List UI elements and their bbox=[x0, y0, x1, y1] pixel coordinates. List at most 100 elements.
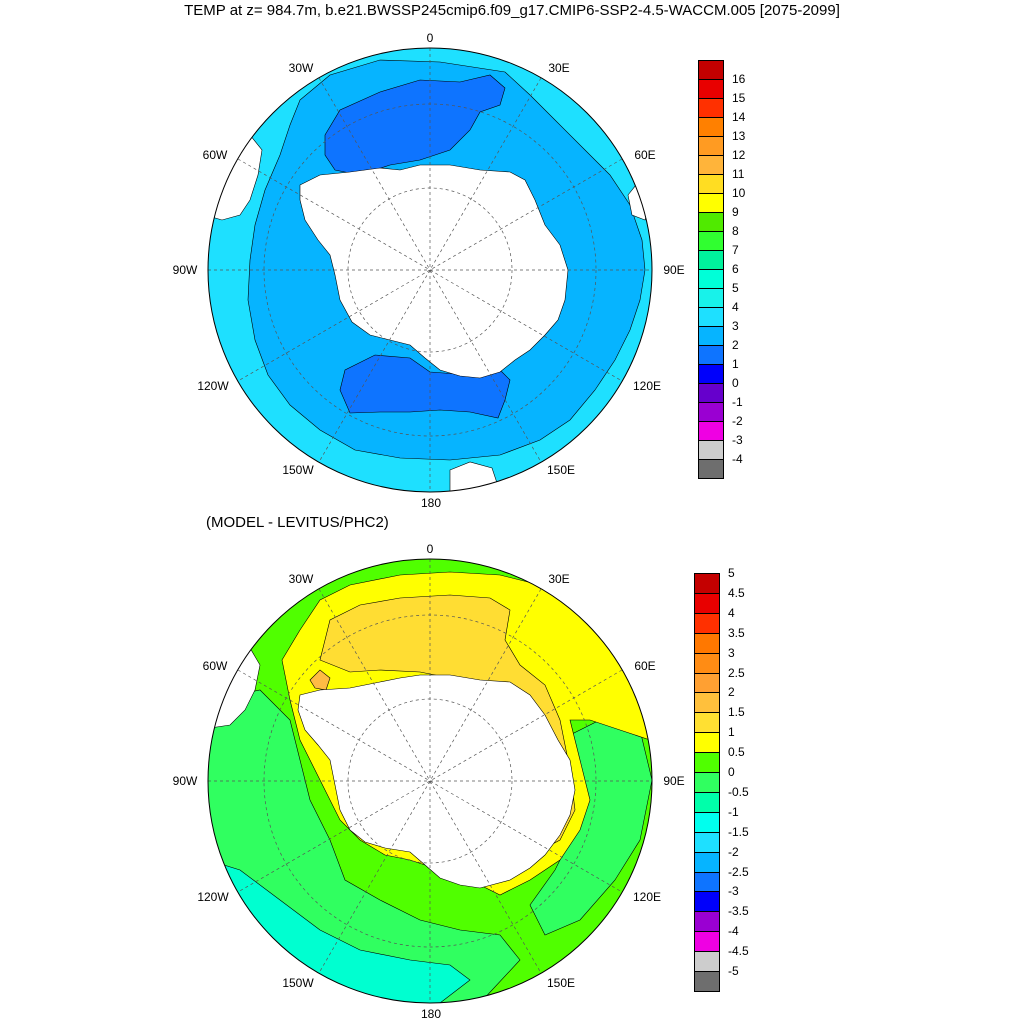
colorbar-difference-swatch bbox=[694, 871, 720, 893]
lon-label-120e-p2: 120E bbox=[632, 890, 662, 904]
colorbar-temperature-label: -2 bbox=[732, 414, 743, 428]
colorbar-difference-label: -3.5 bbox=[728, 904, 749, 919]
colorbar-temperature-swatch bbox=[698, 421, 724, 441]
colorbar-temperature-swatch bbox=[698, 250, 724, 270]
colorbar-temperature-label: 5 bbox=[732, 281, 739, 295]
colorbar-difference-swatch bbox=[694, 592, 720, 614]
lon-label-90e: 90E bbox=[663, 263, 685, 277]
colorbar-difference-label: 2 bbox=[728, 685, 735, 700]
difference-subtitle: (MODEL - LEVITUS/PHC2) bbox=[206, 514, 389, 531]
colorbar-difference-label: -5 bbox=[728, 964, 739, 979]
colorbar-difference-label: 3 bbox=[728, 645, 735, 660]
colorbar-difference-swatch bbox=[694, 732, 720, 754]
colorbar-difference-swatch bbox=[694, 911, 720, 933]
colorbar-difference-label: 5 bbox=[728, 566, 735, 580]
lon-label-120w: 120W bbox=[197, 379, 229, 393]
colorbar-difference-label: -4 bbox=[728, 924, 739, 939]
lon-label-30w: 30W bbox=[288, 61, 314, 75]
ocean-field-1-2-pacific bbox=[339, 354, 511, 419]
lon-label-150e-p2: 150E bbox=[546, 976, 576, 990]
lon-label-120e: 120E bbox=[632, 379, 662, 393]
colorbar-difference-swatch bbox=[694, 692, 720, 714]
colorbar-difference-label: -2 bbox=[728, 844, 739, 859]
colorbar-temperature-swatch bbox=[698, 212, 724, 232]
map-border-panel1 bbox=[207, 47, 653, 493]
colorbar-temperature-label: -3 bbox=[732, 433, 743, 447]
colorbar-temperature-swatch bbox=[698, 307, 724, 327]
colorbar-temperature-swatch bbox=[698, 136, 724, 156]
lon-label-180: 180 bbox=[420, 496, 442, 510]
colorbar-temperature-label: -4 bbox=[732, 452, 743, 466]
colorbar-temperature-label: -1 bbox=[732, 395, 743, 409]
colorbar-difference-label: 3.5 bbox=[728, 625, 745, 640]
colorbar-temperature-label: 11 bbox=[732, 167, 745, 181]
colorbar-difference-label: -4.5 bbox=[728, 944, 749, 959]
colorbar-temperature-swatch bbox=[698, 440, 724, 460]
colorbar-temperature-label: 13 bbox=[732, 129, 746, 143]
colorbar-difference-label: -1 bbox=[728, 804, 739, 819]
colorbar-temperature-swatch bbox=[698, 345, 724, 365]
colorbar-difference-label: -2.5 bbox=[728, 864, 749, 879]
colorbar-difference-swatch bbox=[694, 791, 720, 813]
colorbar-temperature-label: 7 bbox=[732, 243, 739, 257]
colorbar-difference-label: -3 bbox=[728, 884, 739, 899]
lon-label-0: 0 bbox=[426, 31, 434, 45]
lon-label-90w: 90W bbox=[172, 263, 198, 277]
colorbar-temperature-swatch bbox=[698, 402, 724, 422]
colorbar-temperature-swatch bbox=[698, 364, 724, 384]
colorbar-difference-label: -0.5 bbox=[728, 784, 749, 799]
lon-label-90w-p2: 90W bbox=[172, 774, 198, 788]
diff-field-2-2.5 bbox=[309, 669, 331, 691]
colorbar-temperature-label: 10 bbox=[732, 186, 746, 200]
lon-label-150w: 150W bbox=[282, 463, 314, 477]
colorbar-temperature-label: 12 bbox=[732, 148, 746, 162]
colorbar-temperature-label: 8 bbox=[732, 224, 739, 238]
lon-label-30e-p2: 30E bbox=[548, 572, 570, 586]
colorbar-temperature-swatch bbox=[698, 98, 724, 118]
colorbar-temperature-label: 6 bbox=[732, 262, 739, 276]
lon-label-120w-p2: 120W bbox=[197, 890, 229, 904]
lon-label-60w: 60W bbox=[202, 148, 228, 162]
graticule-panel2 bbox=[208, 559, 652, 1003]
colorbar-difference-swatch bbox=[694, 811, 720, 833]
colorbar-difference-swatch bbox=[694, 573, 720, 594]
colorbar-temperature-label: 2 bbox=[732, 338, 739, 352]
colorbar-temperature-label: 15 bbox=[732, 91, 746, 105]
colorbar-difference-label: 0 bbox=[728, 765, 735, 780]
lon-label-150e: 150E bbox=[546, 463, 576, 477]
map-border-panel2 bbox=[207, 558, 653, 1004]
colorbar-difference-label: 4.5 bbox=[728, 585, 745, 600]
plot-title: TEMP at z= 984.7m, b.e21.BWSSP245cmip6.f… bbox=[184, 2, 840, 19]
lon-label-90e-p2: 90E bbox=[663, 774, 685, 788]
colorbar-difference-swatch bbox=[694, 931, 720, 953]
colorbar-difference-label: 1.5 bbox=[728, 705, 745, 720]
colorbar-temperature-label: 3 bbox=[732, 319, 739, 333]
colorbar-difference-swatch bbox=[694, 752, 720, 774]
colorbar-temperature-label: 0 bbox=[732, 376, 739, 390]
lon-label-30w-p2: 30W bbox=[288, 572, 314, 586]
colorbar-difference-swatch bbox=[694, 951, 720, 973]
colorbar-temperature-swatch bbox=[698, 288, 724, 308]
lon-label-30e: 30E bbox=[548, 61, 570, 75]
colorbar-temperature-swatch bbox=[698, 383, 724, 403]
lon-label-150w-p2: 150W bbox=[282, 976, 314, 990]
colorbar-temperature-swatch bbox=[698, 117, 724, 137]
colorbar-difference-swatch bbox=[694, 632, 720, 654]
lon-label-180-p2: 180 bbox=[420, 1007, 442, 1021]
colorbar-difference-label: 2.5 bbox=[728, 665, 745, 680]
colorbar-difference-swatch bbox=[694, 672, 720, 694]
colorbar-difference-swatch bbox=[694, 712, 720, 734]
colorbar-difference-swatch bbox=[694, 851, 720, 873]
colorbar-temperature-label: 1 bbox=[732, 357, 739, 371]
colorbar-temperature-label: 14 bbox=[732, 110, 746, 124]
colorbar-difference-swatch bbox=[694, 891, 720, 913]
colorbar-temperature-label: 16 bbox=[732, 72, 746, 86]
colorbar-difference-swatch bbox=[694, 772, 720, 793]
colorbar-difference-swatch bbox=[694, 652, 720, 674]
colorbar-temperature-swatch bbox=[698, 155, 724, 175]
colorbar-difference-swatch bbox=[694, 612, 720, 634]
lon-label-0-p2: 0 bbox=[426, 542, 434, 556]
colorbar-temperature-swatch bbox=[698, 269, 724, 289]
colorbar-temperature-swatch bbox=[698, 326, 724, 346]
colorbar-temperature-swatch bbox=[698, 193, 724, 213]
